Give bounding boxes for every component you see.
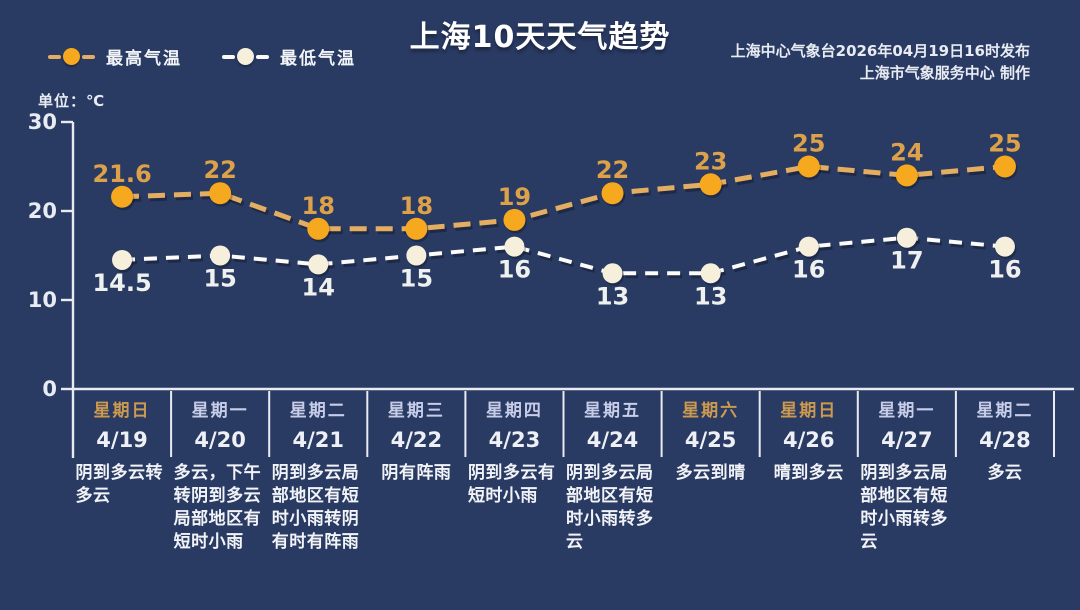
weekday-label: 星期四 bbox=[485, 401, 543, 421]
chart-legend: 最高气温 最低气温 bbox=[48, 44, 356, 69]
date-label: 4/19 bbox=[96, 428, 148, 452]
low-temp-legend-marker bbox=[222, 48, 269, 65]
forecast-column: 星期一 4/27 阴到多云局部地区有短时小雨转多云 bbox=[858, 399, 956, 554]
weather-description: 阴到多云转多云 bbox=[75, 463, 164, 506]
forecast-column: 星期四 4/23 阴到多云有短时小雨 bbox=[465, 399, 563, 508]
forecast-column: 星期六 4/25 多云到晴 bbox=[662, 399, 760, 485]
weekday-label: 星期日 bbox=[93, 401, 151, 421]
weekday-label: 星期日 bbox=[780, 401, 838, 421]
low-temp-legend-label: 最低气温 bbox=[280, 49, 356, 69]
weather-description: 阴到多云有短时小雨 bbox=[467, 463, 556, 506]
high-temp-legend-marker bbox=[48, 48, 95, 65]
high-temp-legend-label: 最高气温 bbox=[106, 49, 182, 69]
weather-description: 晴到多云 bbox=[773, 463, 844, 483]
date-label: 4/23 bbox=[488, 428, 541, 452]
weather-description: 多云到晴 bbox=[675, 463, 746, 483]
weather-description: 多云 bbox=[987, 463, 1023, 483]
weekday-label: 星期一 bbox=[878, 401, 936, 421]
date-label: 4/21 bbox=[292, 428, 344, 452]
weather-description: 阴到多云局部地区有短时小雨转多云 bbox=[566, 463, 654, 552]
weather-description: 阴到多云局部地区有短时小雨转阴有时有阵雨 bbox=[271, 463, 360, 552]
weekday-label: 星期一 bbox=[191, 401, 249, 421]
date-label: 4/27 bbox=[881, 428, 933, 452]
forecast-column: 星期一 4/20 多云，下午转阴到多云局部地区有短时小雨 bbox=[171, 399, 269, 554]
weekday-label: 星期六 bbox=[682, 401, 740, 421]
date-label: 4/25 bbox=[684, 428, 737, 452]
forecast-column: 星期三 4/22 阴有阵雨 bbox=[367, 399, 465, 485]
weekday-label: 星期二 bbox=[289, 401, 347, 421]
forecast-column: 星期日 4/26 晴到多云 bbox=[760, 399, 858, 485]
forecast-column: 星期日 4/19 阴到多云转多云 bbox=[73, 399, 171, 508]
weekday-label: 星期三 bbox=[387, 401, 445, 421]
legend-item-low: 最低气温 bbox=[222, 44, 356, 69]
weather-description: 多云，下午转阴到多云局部地区有短时小雨 bbox=[173, 463, 262, 552]
weekday-label: 星期五 bbox=[584, 401, 642, 421]
date-label: 4/20 bbox=[194, 428, 246, 452]
page-title: 上海10天天气趋势 bbox=[409, 20, 671, 55]
forecast-column: 星期五 4/24 阴到多云局部地区有短时小雨转多云 bbox=[564, 399, 662, 554]
date-label: 4/22 bbox=[390, 428, 443, 452]
unit-label: 单位：℃ bbox=[38, 92, 106, 110]
publisher-info: 上海中心气象台2026年04月19日16时发布 上海市气象服务中心 制作 bbox=[731, 40, 1030, 84]
publisher-line2: 上海市气象服务中心 制作 bbox=[859, 64, 1030, 82]
legend-item-high: 最高气温 bbox=[48, 44, 182, 69]
forecast-column: 星期二 4/21 阴到多云局部地区有短时小雨转阴有时有阵雨 bbox=[269, 399, 367, 554]
weekday-label: 星期二 bbox=[976, 401, 1034, 421]
weather-description: 阴有阵雨 bbox=[381, 463, 452, 483]
forecast-column: 星期二 4/28 多云 bbox=[956, 399, 1054, 485]
publisher-line1: 上海中心气象台2026年04月19日16时发布 bbox=[730, 42, 1030, 60]
date-label: 4/24 bbox=[586, 428, 639, 452]
weather-description: 阴到多云局部地区有短时小雨转多云 bbox=[860, 463, 948, 552]
date-label: 4/28 bbox=[979, 428, 1031, 452]
date-label: 4/26 bbox=[782, 428, 835, 452]
